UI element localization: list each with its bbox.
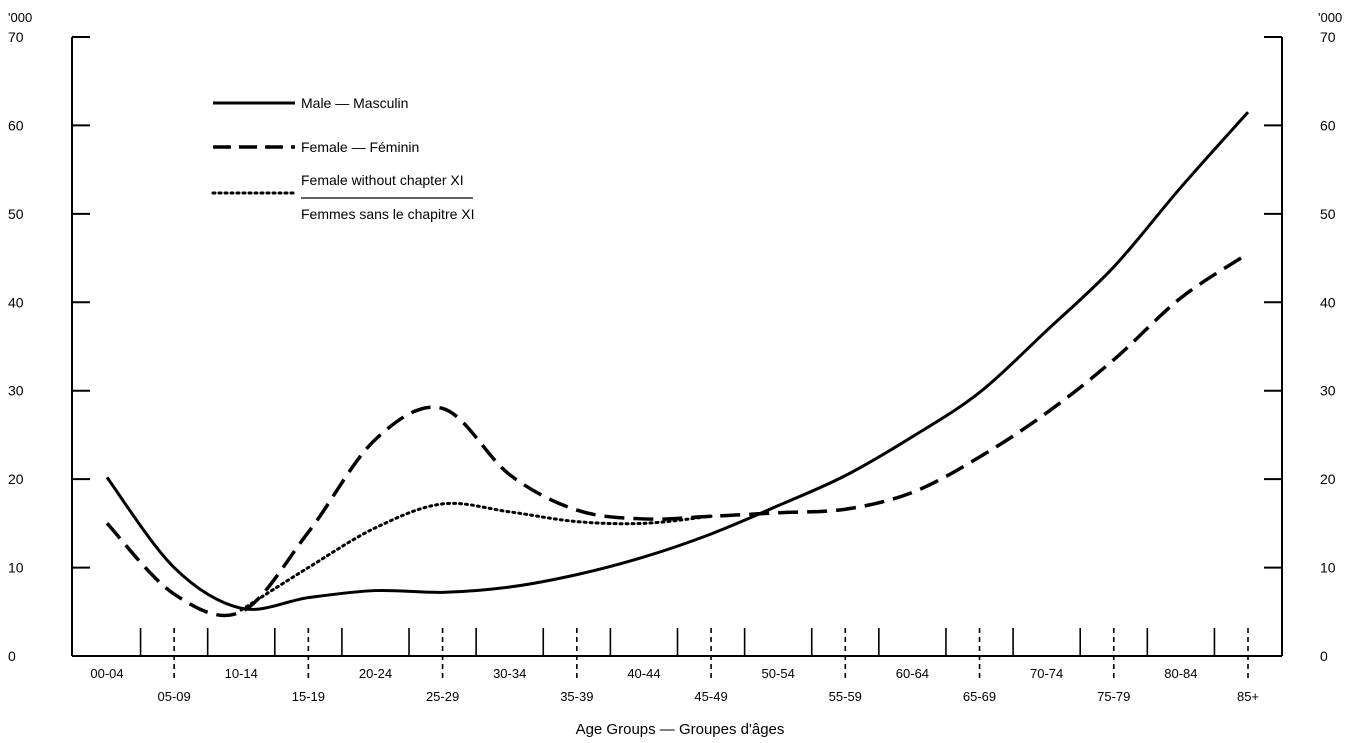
y-tick-label-right: 60 — [1320, 117, 1336, 133]
y-tick-label-right: 20 — [1320, 471, 1336, 487]
x-tick-label: 20-24 — [359, 666, 392, 681]
y-tick-label-left: 60 — [8, 117, 24, 133]
x-tick-label: 65-69 — [963, 689, 996, 704]
axes — [71, 37, 1283, 657]
ticks: 0 0 10 10 20 20 30 30 40 40 50 50 60 60 70 70 00-04 05-09… — [8, 29, 1336, 704]
y-tick-label-right: 10 — [1320, 560, 1336, 576]
y-tick-label-left: 10 — [8, 560, 24, 576]
legend-label: Female without chapter XI — [301, 172, 464, 188]
x-tick-label: 25-29 — [426, 689, 459, 704]
x-tick-label: 05-09 — [157, 689, 190, 704]
legend: Male — Masculin Female — Féminin Female wi… — [211, 95, 475, 222]
y-tick-label-left: 20 — [8, 471, 24, 487]
y-tick-label-left: 70 — [8, 29, 24, 45]
x-tick-label: 45-49 — [694, 689, 727, 704]
series-line-solid — [105, 111, 1250, 611]
y-tick-label-right: 70 — [1320, 29, 1336, 45]
x-tick-label: 35-39 — [560, 689, 593, 704]
series-line-dotted — [239, 501, 713, 612]
y-unit-left: '000 — [8, 10, 32, 25]
legend-label: Male — Masculin — [301, 95, 408, 111]
legend-label: Female — Féminin — [301, 139, 419, 155]
x-tick-label: 80-84 — [1164, 666, 1197, 681]
y-tick-label-left: 0 — [8, 648, 16, 664]
x-tick-label: 55-59 — [829, 689, 862, 704]
y-tick-label-left: 40 — [8, 294, 24, 310]
y-tick-label-right: 30 — [1320, 383, 1336, 399]
legend-label: Femmes sans le chapitre XI — [301, 206, 475, 222]
x-tick-label: 75-79 — [1097, 689, 1130, 704]
y-tick-label-left: 50 — [8, 206, 24, 222]
series-line-dashed — [105, 252, 1249, 618]
x-tick-label: 00-04 — [90, 666, 123, 681]
y-tick-label-left: 30 — [8, 383, 24, 399]
y-unit-right: '000 — [1318, 10, 1342, 25]
x-tick-label: 50-54 — [762, 666, 795, 681]
x-tick-label: 15-19 — [292, 689, 325, 704]
x-tick-label: 60-64 — [896, 666, 929, 681]
x-tick-label: 30-34 — [493, 666, 526, 681]
y-tick-label-right: 50 — [1320, 206, 1336, 222]
x-tick-label: 85+ — [1237, 689, 1259, 704]
series-lines — [105, 111, 1250, 618]
x-tick-label: 10-14 — [225, 666, 258, 681]
y-tick-label-right: 40 — [1320, 294, 1336, 310]
x-tick-label: 70-74 — [1030, 666, 1063, 681]
y-tick-label-right: 0 — [1320, 648, 1328, 664]
x-axis-title: Age Groups — Groupes d'âges — [576, 721, 785, 738]
x-tick-label: 40-44 — [627, 666, 660, 681]
